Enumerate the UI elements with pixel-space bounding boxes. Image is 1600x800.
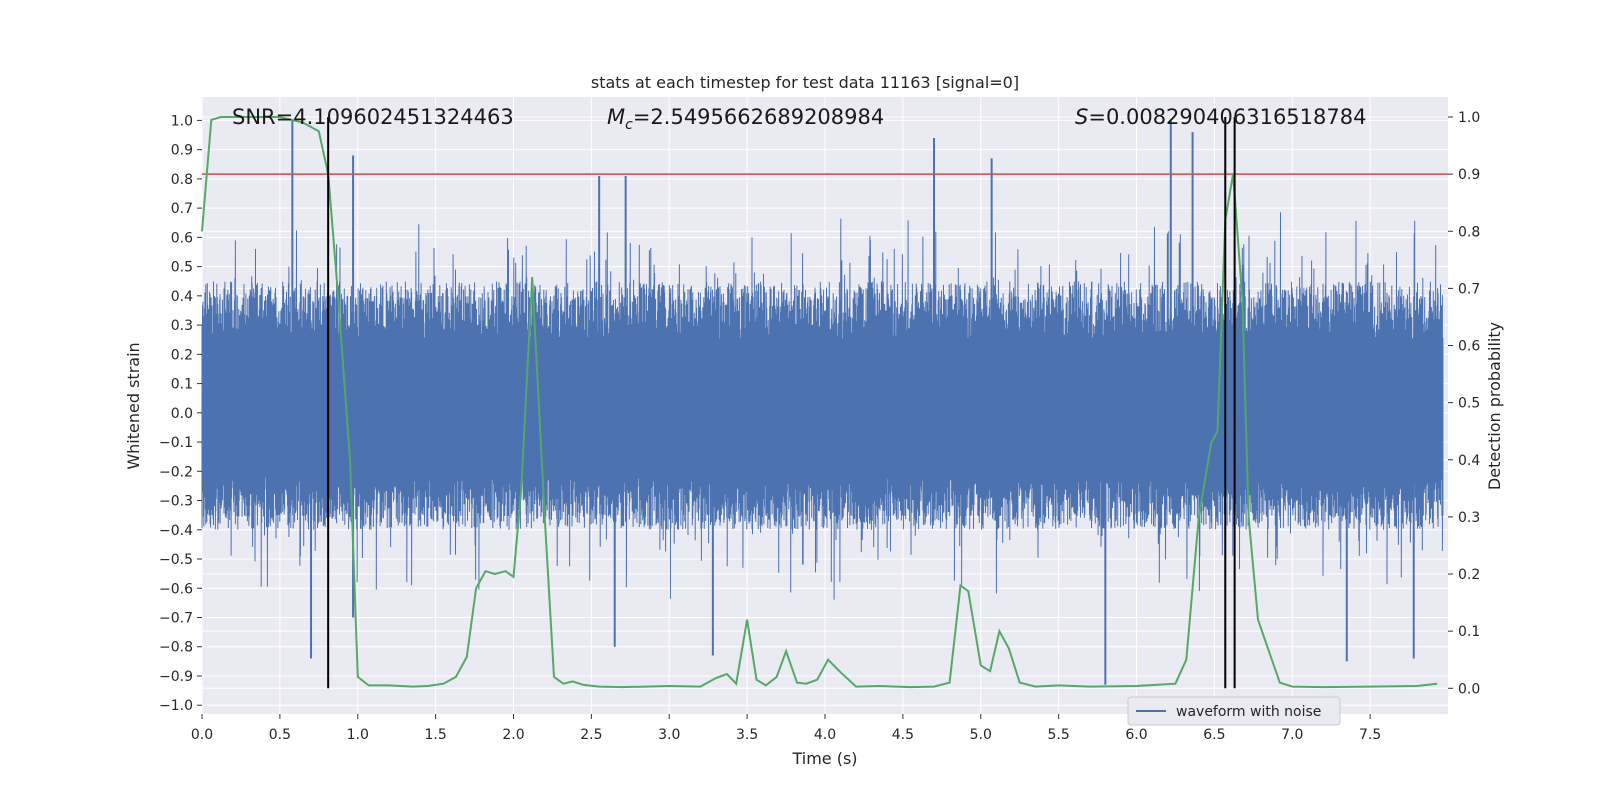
y2-tick-label: 0.3 — [1458, 510, 1480, 526]
x-axis-label: Time (s) — [791, 749, 857, 768]
y-tick-label: −0.5 — [159, 552, 193, 568]
y-tick-label: 0.1 — [171, 377, 193, 393]
x-tick-label: 6.5 — [1203, 727, 1225, 743]
chart-title: stats at each timestep for test data 111… — [591, 73, 1019, 92]
s-value: =0.008290406316518784 — [1088, 105, 1366, 129]
y-tick-label: −0.7 — [159, 611, 193, 627]
mc-annotation: Mc=2.5495662689208984 — [607, 105, 884, 133]
marker-lines — [327, 116, 1236, 689]
x-tick-label: 5.0 — [970, 727, 992, 743]
x-tick-label: 7.0 — [1281, 727, 1303, 743]
waveform-trace — [201, 212, 1444, 600]
y-tick-label: 0.5 — [171, 260, 193, 276]
x-tick-label: 3.5 — [736, 727, 758, 743]
y-axis-ticks: 1.0 0.9 0.8 0.7 0.6 0.5 0.4 0.3 0.2 0.1 0.0 −0.1 −0.… — [159, 113, 202, 714]
s-annotation: S=0.008290406316518784 — [1075, 105, 1366, 129]
x-tick-label: 4.0 — [814, 727, 836, 743]
legend: waveform with noise — [1127, 696, 1341, 726]
mc-symbol: M — [607, 105, 625, 129]
y-axis-label: Whitened strain — [124, 342, 143, 469]
y2-tick-label: 0.9 — [1458, 167, 1480, 183]
legend-box — [1127, 696, 1341, 726]
y-tick-label: 1.0 — [171, 113, 193, 129]
y-tick-label: 0.3 — [171, 318, 193, 334]
mc-subscript: c — [625, 117, 633, 133]
y-tick-label: 0.6 — [171, 230, 193, 246]
x-tick-label: 0.0 — [191, 727, 213, 743]
y-tick-label: −0.4 — [159, 523, 193, 539]
y-tick-label: −1.0 — [159, 698, 193, 714]
probability-series — [201, 116, 1438, 689]
y-tick-label: −0.1 — [159, 435, 193, 451]
x-axis-ticks: 0.0 0.5 1.0 1.5 2.0 2.5 3.0 3.5 4.0 4.5 5.0 5.5 6.0 6… — [191, 714, 1381, 743]
y-tick-label: 0.8 — [171, 172, 193, 188]
y2-axis-label: Detection probability — [1485, 322, 1504, 490]
y2-tick-label: 0.6 — [1458, 339, 1480, 355]
y2-tick-label: 0.4 — [1458, 453, 1480, 469]
y-tick-label: −0.2 — [159, 464, 193, 480]
y2-tick-label: 0.0 — [1458, 681, 1480, 697]
y2-axis-ticks: 1.0 0.9 0.8 0.7 0.6 0.5 0.4 0.3 0.2 0.1 0.0 — [1448, 110, 1480, 697]
y-tick-label: 0.9 — [171, 143, 193, 159]
mc-value: =2.5495662689208984 — [633, 105, 884, 129]
y-tick-label: 0.7 — [171, 201, 193, 217]
x-tick-label: 2.0 — [502, 727, 524, 743]
x-tick-label: 4.5 — [892, 727, 914, 743]
y2-tick-label: 0.2 — [1458, 567, 1480, 583]
y-tick-label: 0.0 — [171, 406, 193, 422]
y-tick-label: 0.2 — [171, 347, 193, 363]
x-tick-label: 3.0 — [658, 727, 680, 743]
x-tick-label: 5.5 — [1047, 727, 1069, 743]
legend-label: waveform with noise — [1176, 704, 1321, 720]
x-tick-label: 2.5 — [580, 727, 602, 743]
waveform-series — [201, 120, 1444, 685]
y2-tick-label: 0.1 — [1458, 624, 1480, 640]
y2-tick-label: 0.8 — [1458, 224, 1480, 240]
y2-tick-label: 0.7 — [1458, 281, 1480, 297]
snr-annotation: SNR=4.109602451324463 — [232, 105, 514, 129]
s-symbol: S — [1075, 105, 1088, 129]
y-tick-label: 0.4 — [171, 289, 193, 305]
y-tick-label: −0.8 — [159, 640, 193, 656]
y2-tick-label: 1.0 — [1458, 110, 1480, 126]
x-tick-label: 1.0 — [347, 727, 369, 743]
x-tick-label: 1.5 — [424, 727, 446, 743]
x-tick-label: 7.5 — [1359, 727, 1381, 743]
x-tick-label: 0.5 — [269, 727, 291, 743]
y-tick-label: −0.6 — [159, 581, 193, 597]
y2-tick-label: 0.5 — [1458, 396, 1480, 412]
y-tick-label: −0.9 — [159, 669, 193, 685]
y-tick-label: −0.3 — [159, 494, 193, 510]
x-tick-label: 6.0 — [1125, 727, 1147, 743]
